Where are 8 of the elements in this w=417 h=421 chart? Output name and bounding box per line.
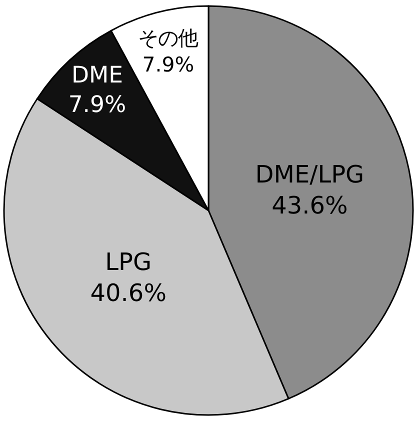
slice-label: その他 [138, 26, 198, 50]
slice-label: LPG [105, 248, 152, 276]
data-label: 7.9% [142, 52, 194, 76]
data-label: 40.6% [90, 279, 167, 308]
data-label: 43.6% [272, 191, 348, 220]
data-label: 7.9% [68, 92, 126, 118]
slice-label: DME [71, 62, 124, 89]
slice-label: DME/LPG [255, 160, 364, 188]
